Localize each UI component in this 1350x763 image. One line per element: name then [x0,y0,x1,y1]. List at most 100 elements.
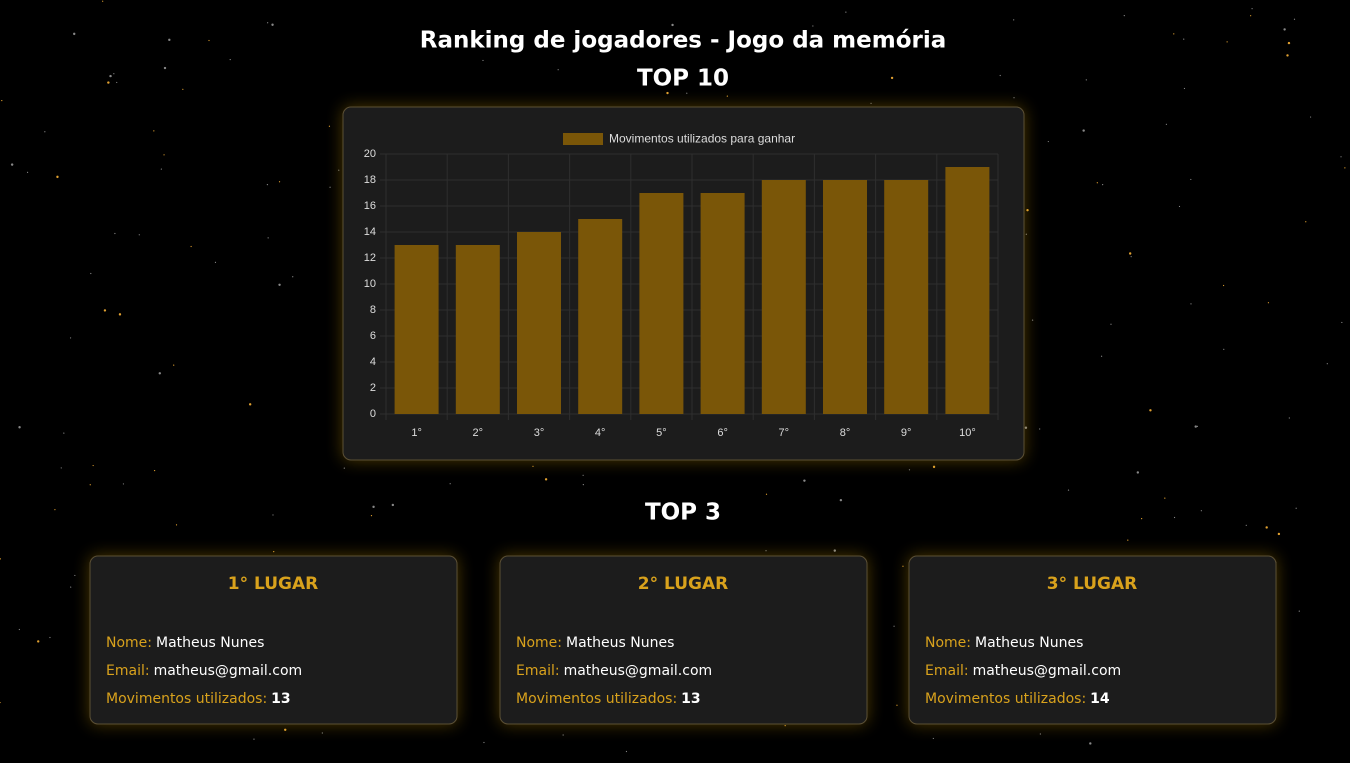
star [214,261,217,263]
card-field: Movimentos utilizados: 14 [925,691,1110,707]
star [26,171,29,173]
star [1293,18,1296,20]
field-value: Matheus Nunes [156,635,264,651]
star [73,32,76,36]
star [999,74,1001,77]
star [118,313,122,316]
y-tick-label: 12 [364,252,376,264]
star [1110,323,1112,325]
card-field: Email: matheus@gmail.com [106,663,302,679]
star [138,234,140,236]
star [1085,79,1087,81]
star [1102,184,1104,186]
star [372,505,375,509]
star [1067,489,1070,491]
card-field: Email: matheus@gmail.com [925,663,1121,679]
star [160,168,162,170]
player-card [89,555,458,725]
bar [884,180,929,414]
star [116,81,118,84]
star [1127,539,1129,541]
star [114,232,116,235]
section-title: TOP 3 [645,500,721,526]
star [343,467,345,469]
star [253,738,255,740]
field-label: Movimentos utilizados: [516,691,677,707]
star [284,728,287,731]
card-field: Movimentos utilizados: 13 [106,691,291,707]
x-tick-label: 10° [959,427,976,439]
star [1178,205,1181,208]
bar [578,219,623,414]
star [1245,524,1247,526]
y-tick-label: 8 [370,304,376,316]
star [1309,116,1312,118]
star [1288,417,1290,419]
y-tick-label: 6 [370,330,376,342]
star [1283,28,1286,31]
field-value: 14 [1090,691,1110,707]
legend-swatch [563,133,603,145]
y-tick-label: 2 [370,382,376,394]
star [292,276,294,278]
star [175,524,178,526]
star [1128,252,1132,255]
field-label: Email: [516,663,560,679]
star [267,237,269,239]
player-card [908,555,1277,725]
star [1190,303,1192,305]
star [1344,167,1346,169]
star [1173,33,1175,35]
star [60,467,62,469]
star [272,514,274,516]
legend-label: Movimentos utilizados para ganhar [609,132,795,146]
star [1190,178,1192,181]
star [845,11,847,13]
field-label: Nome: [516,635,562,651]
star [1194,425,1197,428]
y-tick-label: 14 [364,226,376,238]
star [163,66,167,70]
star [18,426,21,429]
star [1031,319,1034,321]
star [1039,428,1041,430]
star [870,102,872,104]
star [1141,518,1143,520]
card-field: Movimentos utilizados: 13 [516,691,701,707]
star [267,22,269,24]
star [1047,140,1049,143]
star [932,465,936,469]
star [449,483,451,485]
bar [823,180,867,414]
star [1250,15,1252,17]
x-tick-label: 9° [901,427,912,439]
star [102,0,104,2]
star [1013,19,1015,21]
star [803,479,806,482]
star [103,309,107,312]
star [1200,510,1202,512]
star [482,59,484,62]
star [1267,302,1270,304]
star [10,163,14,166]
bar [517,232,561,414]
bar [761,180,806,414]
star [158,372,162,375]
star [1123,15,1125,17]
card-field: Nome: Matheus Nunes [516,635,674,651]
page-title: Ranking de jogadores - Jogo da memória [420,28,947,54]
field-label: Nome: [925,635,971,651]
star [391,503,395,507]
star [666,91,669,95]
star [44,131,46,133]
star [896,704,898,706]
card-title: 2° LUGAR [638,574,728,594]
star [329,186,331,188]
star [153,130,155,132]
star [163,154,165,156]
bar [639,193,684,414]
star [1183,87,1186,90]
x-tick-label: 2° [473,427,484,439]
star [1173,516,1176,519]
star [266,184,269,186]
